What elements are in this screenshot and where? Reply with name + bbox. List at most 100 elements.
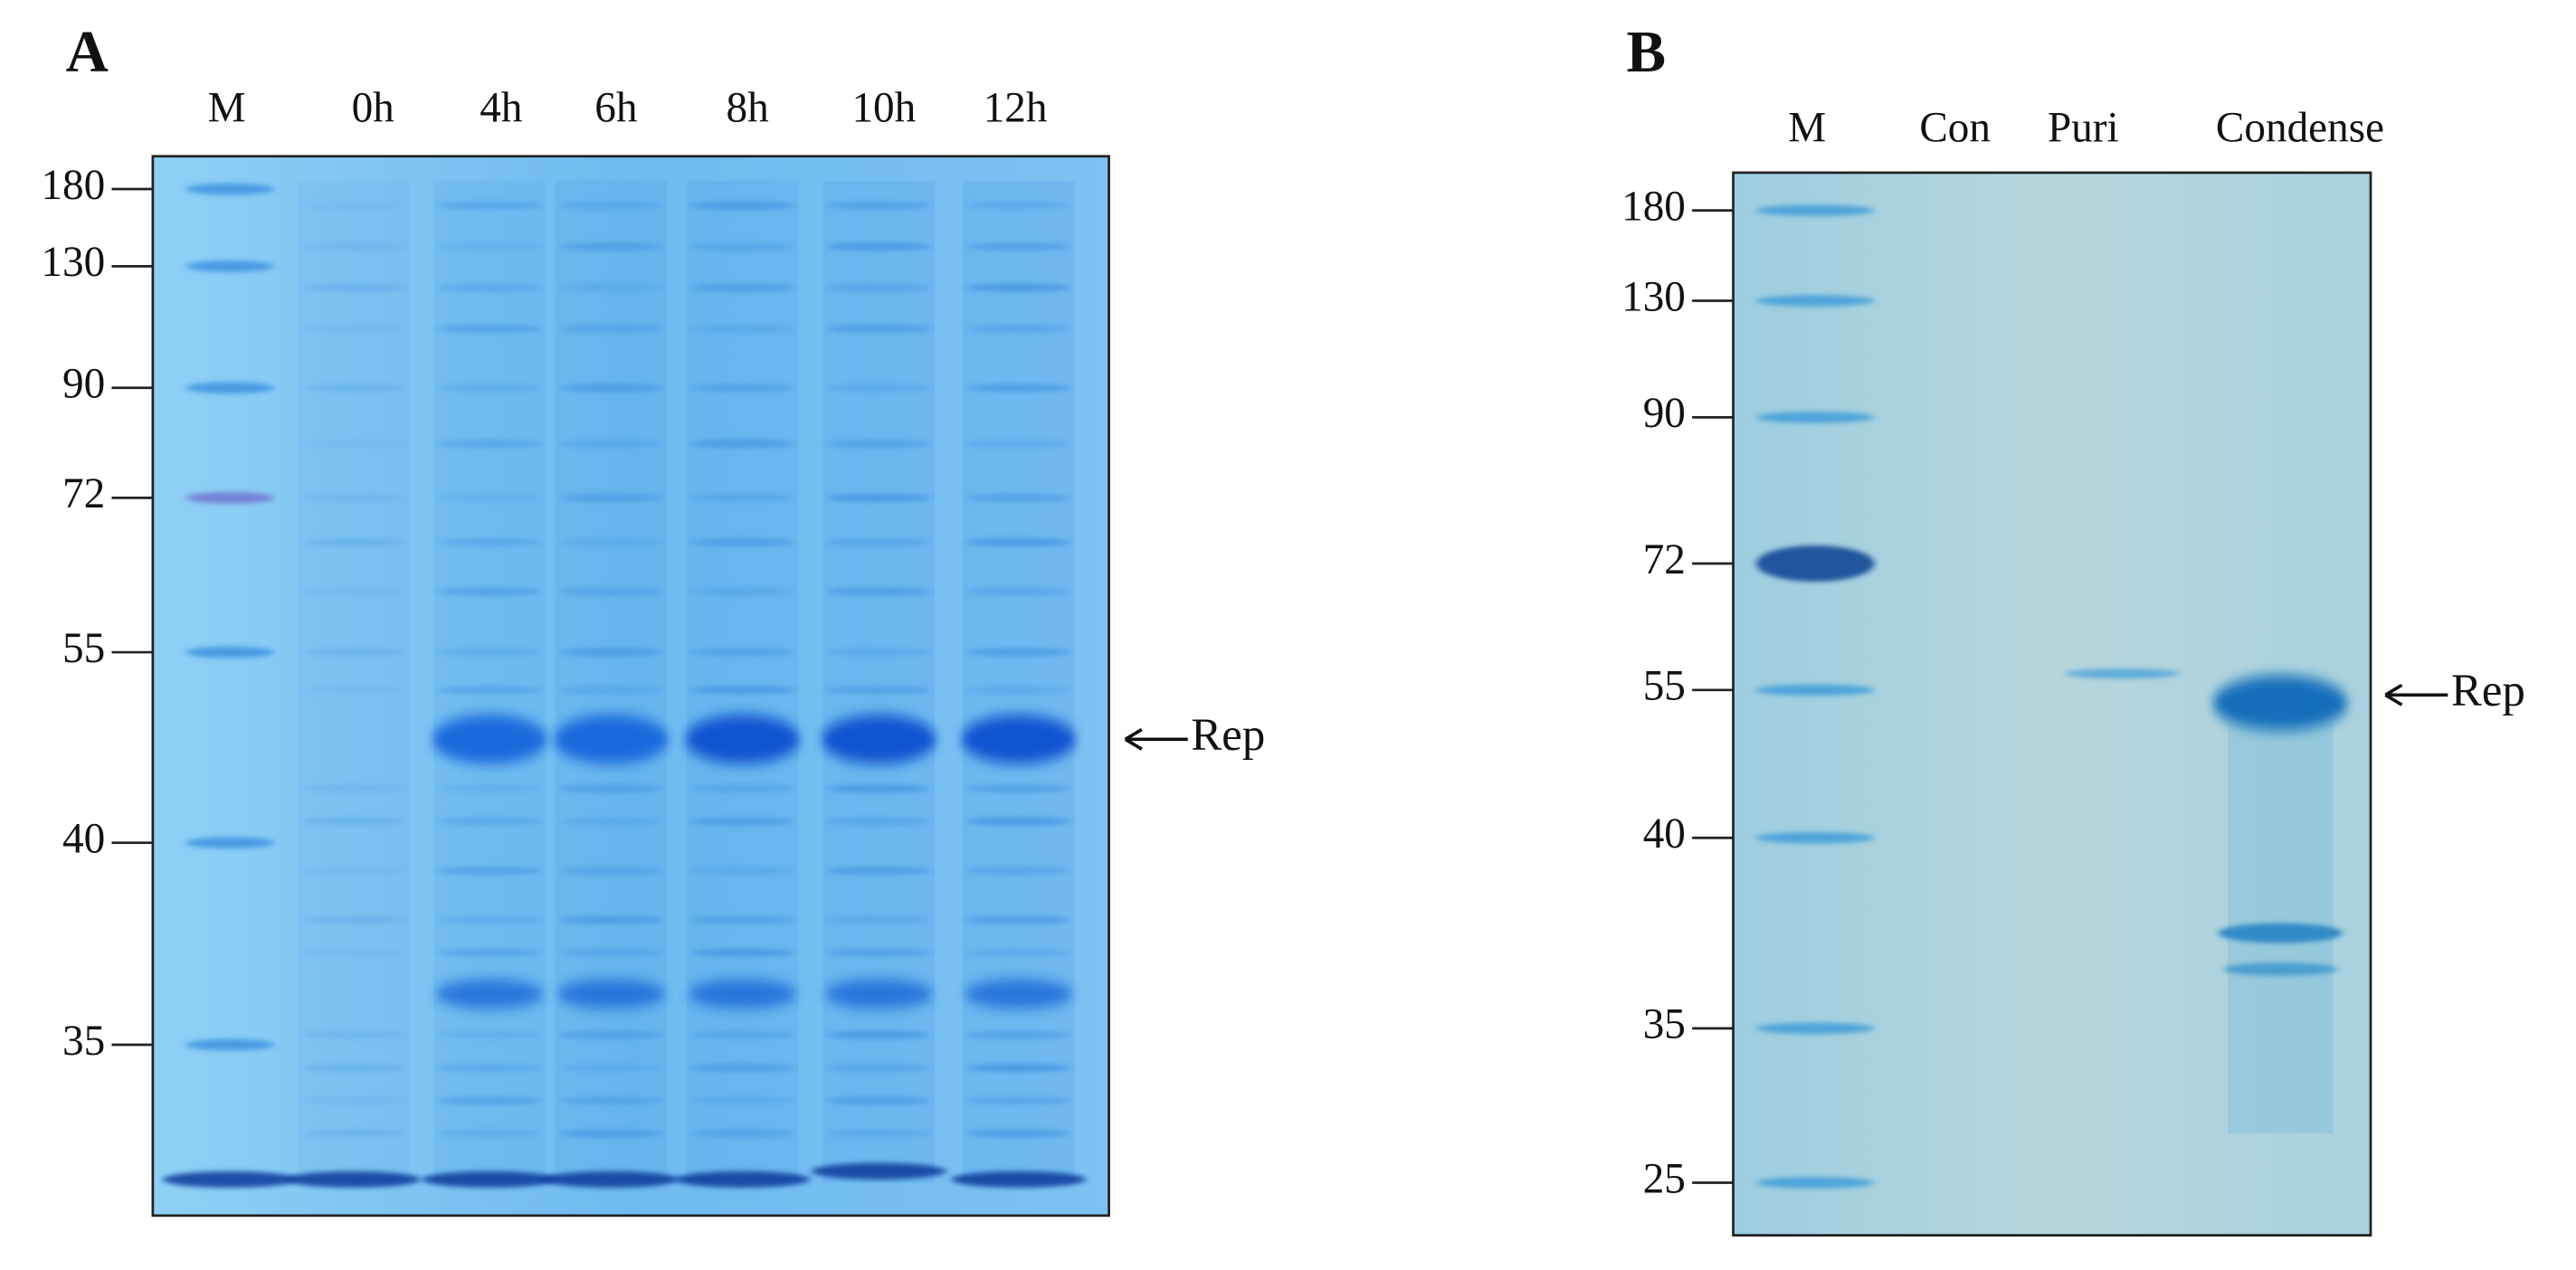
gel-band — [436, 1129, 543, 1138]
gel-band — [689, 1129, 795, 1138]
panel-label: A — [66, 20, 109, 85]
gel-band — [436, 324, 543, 333]
gel-band — [965, 1129, 1071, 1138]
lane-smear — [962, 180, 1075, 1183]
gel-band — [300, 384, 406, 393]
gel-band — [558, 686, 664, 695]
marker-label: 90 — [62, 361, 105, 408]
gel-band — [300, 537, 406, 546]
gel-band — [558, 948, 664, 957]
gel-band — [961, 715, 1077, 764]
lane-smear — [686, 180, 799, 1183]
gel-band — [436, 537, 543, 546]
marker-label: 40 — [1643, 810, 1686, 858]
gel-band — [436, 1063, 543, 1072]
gel-band — [1755, 1177, 1875, 1189]
gel-band — [826, 948, 932, 957]
gel-band — [543, 1170, 679, 1188]
gel-band — [558, 1063, 664, 1072]
lane-label: 8h — [727, 85, 769, 132]
gel-band — [689, 384, 795, 393]
gel-band — [300, 648, 406, 657]
gel-band — [675, 1170, 811, 1188]
gel-band — [689, 817, 795, 826]
gel-band — [185, 1038, 275, 1051]
gel-band — [558, 201, 664, 210]
gel-band — [965, 439, 1071, 449]
gel-band — [689, 648, 795, 657]
gel-band — [689, 493, 795, 502]
gel-band — [826, 1030, 932, 1039]
lane-label: 6h — [594, 85, 637, 132]
gel-band — [300, 915, 406, 924]
gel-band — [826, 242, 932, 251]
gel-band — [300, 784, 406, 793]
gel-band — [821, 715, 936, 764]
marker-label: 90 — [1643, 390, 1686, 437]
gel-band — [558, 537, 664, 546]
gel-band — [826, 648, 932, 657]
gel-band — [2212, 675, 2348, 732]
gel-band — [965, 493, 1071, 502]
gel-band — [558, 648, 664, 657]
gel-band — [300, 283, 406, 292]
gel-band — [436, 283, 543, 292]
marker-label: 72 — [62, 470, 105, 517]
marker-label: 180 — [41, 162, 105, 209]
gel-band — [689, 784, 795, 793]
gel-band — [689, 1063, 795, 1072]
gel-band — [826, 817, 932, 826]
marker-label: 130 — [41, 239, 105, 286]
gel-band — [965, 1063, 1071, 1072]
gel-band — [558, 324, 664, 333]
gel-band — [826, 1063, 932, 1072]
gel-band — [300, 867, 406, 876]
gel-band — [300, 242, 406, 251]
gel-band — [300, 817, 406, 826]
gel-band — [951, 1170, 1087, 1188]
gel-band — [826, 283, 932, 292]
gel-band — [558, 493, 664, 502]
marker-label: 35 — [1643, 1001, 1686, 1048]
lane-smear — [433, 180, 546, 1183]
gel-band — [300, 324, 406, 333]
arrow-head — [2384, 683, 2403, 706]
lane-smear — [2228, 723, 2334, 1134]
gel-band — [300, 439, 406, 449]
gel-band — [300, 587, 406, 596]
lane-label: 12h — [984, 85, 1048, 132]
gel-band — [689, 1096, 795, 1105]
gel-band — [1755, 204, 1875, 216]
gel-band — [965, 1030, 1071, 1039]
gel-band — [965, 948, 1071, 957]
gel-band — [689, 686, 795, 695]
gel-band — [558, 1129, 664, 1138]
gel-band — [300, 686, 406, 695]
lane-label: Con — [1919, 104, 1991, 151]
gel-band — [689, 915, 795, 924]
gel-band — [965, 867, 1071, 876]
gel-band — [436, 686, 543, 695]
gel-band — [826, 784, 932, 793]
gel-band — [826, 915, 932, 924]
gel-band — [826, 384, 932, 393]
gel-band — [689, 1030, 795, 1039]
gel-band — [185, 183, 275, 195]
gel-band — [824, 979, 934, 1009]
gel-band — [689, 201, 795, 210]
gel-band — [300, 1096, 406, 1105]
gel-band — [558, 1096, 664, 1105]
gel-band — [185, 837, 275, 849]
gel-band — [558, 915, 664, 924]
gel-band — [965, 283, 1071, 292]
gel-band — [964, 979, 1073, 1009]
gel-band — [965, 324, 1071, 333]
marker-label: 55 — [1643, 663, 1686, 710]
gel-band — [558, 242, 664, 251]
gel-band — [300, 201, 406, 210]
gel-band — [436, 439, 543, 449]
gel-band — [965, 242, 1071, 251]
lane-smear — [822, 180, 936, 1183]
gel-band — [436, 648, 543, 657]
